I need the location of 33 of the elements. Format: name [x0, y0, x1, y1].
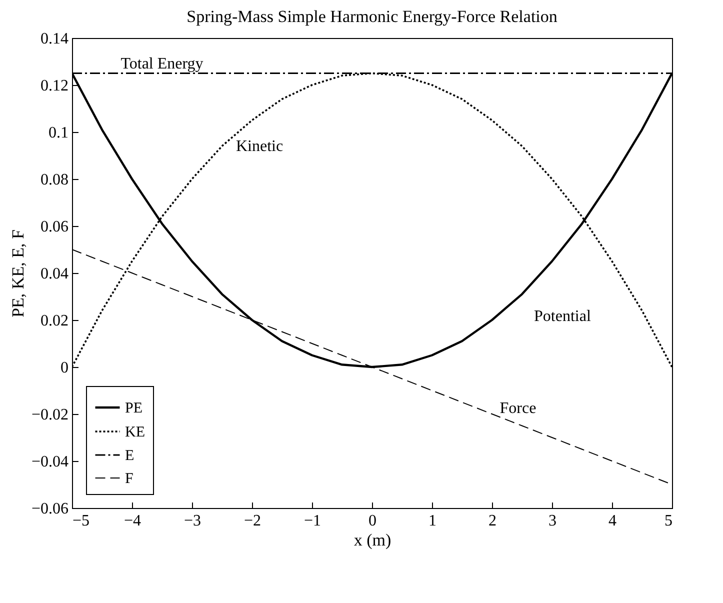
x-axis-title: x (m) — [354, 530, 392, 550]
annotation: Potential — [534, 308, 592, 326]
x-tick-label: 4 — [608, 512, 616, 530]
legend-label: PE — [125, 400, 143, 416]
y-tick-label: 0.04 — [40, 266, 68, 282]
y-tick-label: −0.04 — [31, 454, 68, 470]
y-tick-label: 0.06 — [40, 218, 68, 236]
y-tick-label: −0.02 — [31, 406, 68, 424]
x-tick-label: −5 — [72, 512, 90, 530]
annotation: Total Energy — [120, 55, 204, 72]
legend-label: E — [125, 448, 134, 464]
legend-label: F — [125, 471, 134, 487]
y-tick-label: 0.02 — [40, 312, 68, 330]
x-tick-label: −4 — [124, 512, 142, 530]
x-tick-label: −2 — [244, 512, 262, 530]
y-tick-label: −0.06 — [31, 500, 68, 518]
x-tick-label: 3 — [548, 512, 556, 530]
x-tick-label: 5 — [664, 512, 672, 530]
legend-label: KE — [125, 424, 145, 440]
x-tick-label: 1 — [428, 512, 436, 530]
y-tick-label: 0.1 — [48, 124, 68, 142]
y-tick-label: 0.12 — [40, 78, 68, 94]
x-tick-label: 0 — [368, 512, 376, 530]
y-tick-label: 0.14 — [40, 30, 68, 48]
y-tick-label: 0.08 — [40, 172, 68, 188]
x-tick-label: −1 — [304, 512, 322, 530]
y-axis-title: PE, KE, E, F — [8, 230, 28, 318]
annotation: Force — [500, 400, 536, 417]
x-tick-label: 2 — [488, 512, 496, 530]
annotation: Kinetic — [236, 138, 284, 156]
y-tick-label: 0 — [60, 360, 68, 376]
chart-title: Spring-Mass Simple Harmonic Energy-Force Relation — [186, 7, 558, 26]
x-tick-label: −3 — [184, 512, 202, 530]
